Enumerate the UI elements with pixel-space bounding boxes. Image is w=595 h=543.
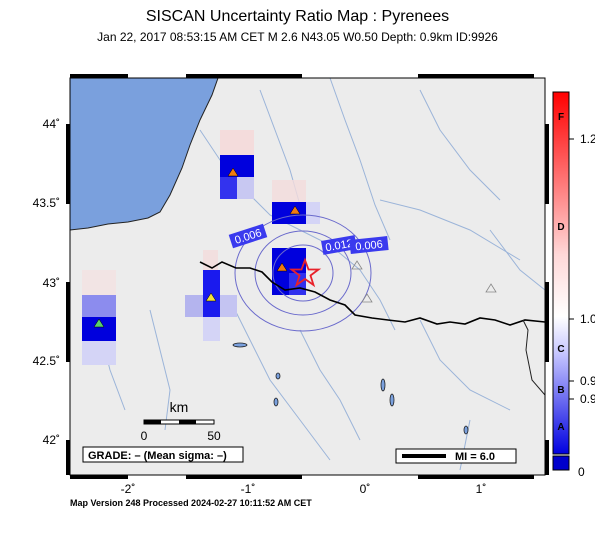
- cbar-value: 0: [578, 465, 585, 479]
- contour-label-3: 0.006: [355, 239, 384, 254]
- station-marker: [93, 318, 105, 328]
- lon-tick: -1˚: [241, 482, 256, 496]
- reservoirs: [232, 342, 469, 435]
- station-marker: [351, 260, 363, 270]
- station-marker: [289, 205, 301, 215]
- grade-label: GRADE: – (Mean sigma: –): [88, 450, 227, 462]
- lon-tick: 1˚: [476, 482, 487, 496]
- map-title: SISCAN Uncertainty Ratio Map : Pyrenees: [145, 8, 450, 25]
- mi-label: MI = 6.0: [455, 451, 495, 463]
- event-subtitle: Jan 22, 2017 08:53:15 AM CET M 2.6 N43.0…: [97, 30, 498, 44]
- scale-bar: km 0 50: [141, 399, 221, 443]
- cbar-value: 0.9: [580, 374, 595, 388]
- grade-letter-c: C: [557, 344, 564, 355]
- grade-letter-a: A: [557, 422, 564, 433]
- lat-tick-labels: 44˚ 43.5˚ 43˚ 42.5˚ 42˚: [33, 117, 60, 447]
- station-marker: [276, 262, 288, 272]
- station-marker: [227, 167, 239, 177]
- scale-label-0: 0: [141, 429, 148, 443]
- contours: [234, 214, 372, 332]
- station-marker: [361, 293, 373, 303]
- coast-east: [522, 319, 545, 396]
- cbar-value: 0.9: [580, 392, 595, 406]
- grade-box: GRADE: – (Mean sigma: –): [82, 446, 244, 463]
- contour-labels: 0.006 0.012 0.006: [228, 223, 389, 255]
- lon-tick: -2˚: [121, 482, 136, 496]
- lat-tick: 42˚: [43, 433, 60, 447]
- bay-of-biscay: [70, 78, 219, 231]
- contour-label-2: 0.012: [325, 238, 354, 255]
- map-area: 0.006 0.012 0.006: [70, 78, 545, 475]
- rivers: [99, 78, 545, 471]
- grade-letter-f: F: [558, 112, 564, 123]
- scale-unit: km: [170, 399, 189, 415]
- mi-box: MI = 6.0: [395, 448, 517, 464]
- stations: [93, 167, 497, 328]
- country-border: [199, 261, 545, 326]
- epicenter-star: [288, 257, 322, 288]
- colorbar: F D C B A 1.2 1.0 0.9 0.9 0: [552, 91, 595, 479]
- station-marker: [485, 283, 497, 293]
- lat-tick: 43.5˚: [33, 196, 60, 210]
- grade-letter-b: B: [557, 385, 564, 396]
- lat-tick: 43˚: [43, 276, 60, 290]
- lat-tick: 42.5˚: [33, 354, 60, 368]
- station-marker: [205, 292, 217, 302]
- map-version-footer: Map Version 248 Processed 2024-02-27 10:…: [70, 498, 312, 508]
- cbar-value: 1.0: [580, 312, 595, 326]
- cbar-value: 1.2: [580, 132, 595, 146]
- lon-tick-labels: -2˚ -1˚ 0˚ 1˚: [121, 482, 487, 496]
- lon-tick: 0˚: [360, 482, 371, 496]
- grade-letter-d: D: [557, 222, 564, 233]
- frame-ticks: [66, 74, 549, 479]
- lat-tick: 44˚: [43, 117, 60, 131]
- scale-label-50: 50: [207, 429, 221, 443]
